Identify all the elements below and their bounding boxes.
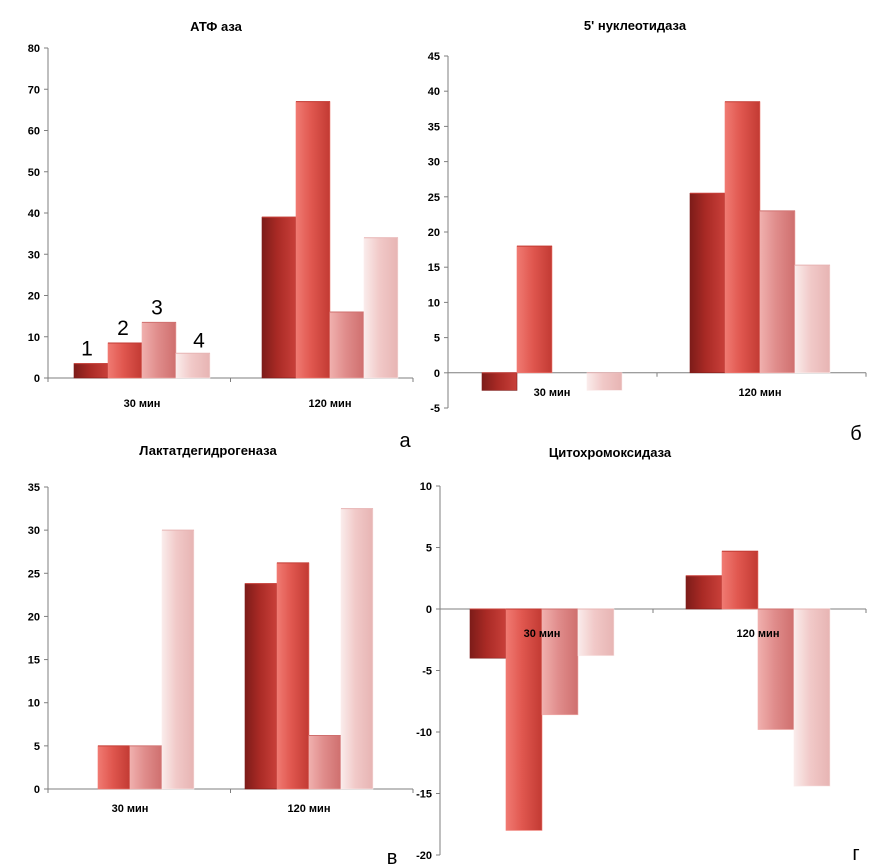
panel-letter: б <box>850 423 861 445</box>
y-tick-label: 60 <box>28 126 40 138</box>
y-tick-label: 0 <box>34 373 40 385</box>
y-tick-label: 5 <box>426 543 432 555</box>
y-tick-label: 20 <box>28 611 40 623</box>
bar-1-4 <box>175 352 211 379</box>
x-category-label: 30 мин <box>124 398 161 410</box>
y-tick-label: 10 <box>428 297 440 309</box>
chart-title: 5' нуклеотидаза <box>584 18 687 33</box>
y-tick-label: 35 <box>28 482 40 494</box>
bar-1-2 <box>97 745 131 790</box>
y-tick-label: 15 <box>28 655 40 667</box>
panel-letter: г <box>852 843 859 865</box>
chart-title: Цитохромоксидаза <box>549 445 672 460</box>
bar-1-4 <box>161 529 195 790</box>
chart-panel-4: Цитохромоксидаза -20 -15 -10 -5 0 5 10 30 мин 120… <box>416 445 867 865</box>
y-tick-label: 10 <box>28 698 40 710</box>
bar-1-2 <box>505 608 543 831</box>
y-tick-label: 10 <box>420 481 432 493</box>
x-category-label: 120 мин <box>288 803 331 815</box>
y-tick-label: 5 <box>434 333 440 345</box>
x-category-label: 30 мин <box>524 628 561 640</box>
y-tick-label: 0 <box>426 604 432 616</box>
bar-2-2 <box>295 101 331 379</box>
bar-1-2 <box>516 245 553 374</box>
panel-letter: в <box>387 847 398 865</box>
y-tick-label: 40 <box>28 208 40 220</box>
y-tick-label: 45 <box>428 51 440 63</box>
bar-1-1 <box>469 608 507 659</box>
series-number-label: 3 <box>151 296 163 319</box>
bar-2-1 <box>685 575 723 610</box>
x-category-label: 120 мин <box>309 398 352 410</box>
y-tick-label: -20 <box>416 850 432 862</box>
bar-1-4 <box>577 608 615 657</box>
bar-2-2 <box>721 550 759 610</box>
series-number-label: 2 <box>117 317 129 340</box>
y-tick-label: 35 <box>428 121 440 133</box>
chart-title: АТФ аза <box>190 19 243 34</box>
bar-2-4 <box>340 508 374 790</box>
y-tick-label: 40 <box>428 86 440 98</box>
bar-2-3 <box>759 210 796 374</box>
y-tick-label: -5 <box>422 666 432 678</box>
bar-1-2 <box>107 342 143 379</box>
x-category-label: 30 мин <box>534 387 571 399</box>
y-tick-label: 80 <box>28 43 40 55</box>
y-tick-label: 20 <box>428 227 440 239</box>
chart-panel-3: Лактатдегидрогеназа 0 5 10 15 20 25 30 35 30 мин 1… <box>28 443 414 865</box>
y-tick-label: 0 <box>434 368 440 380</box>
bar-2-1 <box>244 583 278 790</box>
bar-2-2 <box>724 101 761 374</box>
y-tick-label: 30 <box>28 525 40 537</box>
bar-2-2 <box>276 562 310 790</box>
bar-2-4 <box>363 237 399 379</box>
y-tick-label: 0 <box>34 784 40 796</box>
bar-2-1 <box>261 216 297 379</box>
bar-2-3 <box>329 311 365 379</box>
series-number-label: 1 <box>81 338 93 361</box>
y-tick-label: 30 <box>428 157 440 169</box>
y-tick-label: 70 <box>28 84 40 96</box>
y-tick-label: 10 <box>28 332 40 344</box>
bar-2-3 <box>757 608 795 730</box>
y-tick-label: 50 <box>28 167 40 179</box>
bar-1-3 <box>141 322 177 379</box>
series-number-label: 4 <box>193 329 205 352</box>
y-tick-label: 20 <box>28 291 40 303</box>
x-category-label: 120 мин <box>737 628 780 640</box>
bar-1-1 <box>481 372 518 391</box>
bar-1-3 <box>541 608 579 716</box>
chart-panel-2: 5' нуклеотидаза -5 0 5 10 15 20 25 30 35 40 45 30 ми… <box>428 18 867 445</box>
y-tick-label: 25 <box>428 192 440 204</box>
bar-2-4 <box>793 608 831 787</box>
y-tick-label: -5 <box>430 403 440 415</box>
x-category-label: 120 мин <box>739 387 782 399</box>
bar-1-1 <box>73 363 109 379</box>
y-tick-label: -10 <box>416 727 432 739</box>
y-tick-label: 5 <box>34 741 40 753</box>
y-tick-label: 30 <box>28 249 40 261</box>
chart-title: Лактатдегидрогеназа <box>139 443 277 458</box>
x-category-label: 30 мин <box>112 803 149 815</box>
bar-2-3 <box>308 735 342 790</box>
panel-letter: а <box>399 430 411 452</box>
y-tick-label: -15 <box>416 789 432 801</box>
bar-2-1 <box>689 192 726 374</box>
bar-2-4 <box>794 264 831 374</box>
y-tick-label: 25 <box>28 568 40 580</box>
chart-panel-1: АТФ аза 0 10 20 30 40 50 60 70 80 30 мин 120 мин 1 23… <box>28 19 414 452</box>
y-tick-label: 15 <box>428 262 440 274</box>
bar-1-3 <box>129 745 163 790</box>
bar-1-4 <box>586 372 623 391</box>
